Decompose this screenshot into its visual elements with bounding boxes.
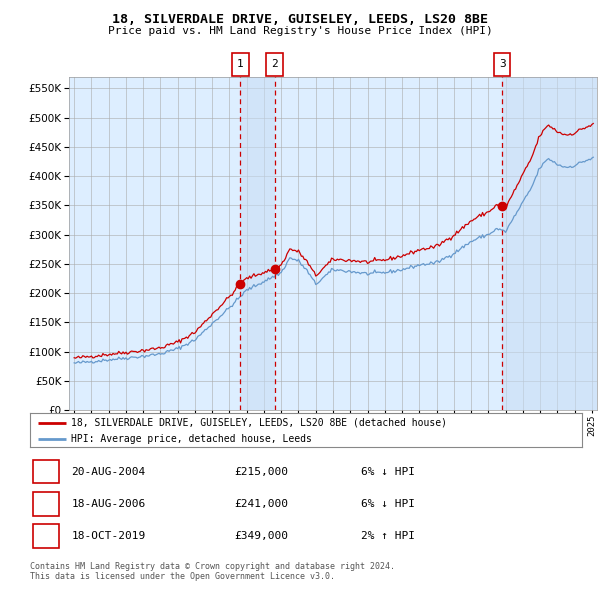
Text: 1: 1 (237, 60, 244, 69)
Text: 6% ↓ HPI: 6% ↓ HPI (361, 467, 415, 477)
Text: 3: 3 (43, 530, 50, 543)
Text: 20-AUG-2004: 20-AUG-2004 (71, 467, 146, 477)
Text: 2% ↑ HPI: 2% ↑ HPI (361, 531, 415, 541)
Text: 18, SILVERDALE DRIVE, GUISELEY, LEEDS, LS20 8BE: 18, SILVERDALE DRIVE, GUISELEY, LEEDS, L… (112, 13, 488, 26)
Text: £349,000: £349,000 (234, 531, 288, 541)
Text: 3: 3 (499, 60, 505, 69)
FancyBboxPatch shape (33, 492, 59, 516)
Text: 18-OCT-2019: 18-OCT-2019 (71, 531, 146, 541)
Text: 18, SILVERDALE DRIVE, GUISELEY, LEEDS, LS20 8BE (detached house): 18, SILVERDALE DRIVE, GUISELEY, LEEDS, L… (71, 418, 448, 428)
Bar (502, 77, 597, 410)
Text: HPI: Average price, detached house, Leeds: HPI: Average price, detached house, Leed… (71, 434, 312, 444)
Text: 2: 2 (43, 497, 50, 510)
Text: Price paid vs. HM Land Registry's House Price Index (HPI): Price paid vs. HM Land Registry's House … (107, 26, 493, 36)
FancyBboxPatch shape (33, 460, 59, 483)
Text: 1: 1 (43, 465, 50, 478)
Text: £241,000: £241,000 (234, 499, 288, 509)
FancyBboxPatch shape (33, 525, 59, 548)
Text: 2: 2 (271, 60, 278, 69)
Bar (241, 77, 275, 410)
Text: £215,000: £215,000 (234, 467, 288, 477)
Text: Contains HM Land Registry data © Crown copyright and database right 2024.: Contains HM Land Registry data © Crown c… (30, 562, 395, 571)
Text: This data is licensed under the Open Government Licence v3.0.: This data is licensed under the Open Gov… (30, 572, 335, 581)
Text: 6% ↓ HPI: 6% ↓ HPI (361, 499, 415, 509)
Text: 18-AUG-2006: 18-AUG-2006 (71, 499, 146, 509)
